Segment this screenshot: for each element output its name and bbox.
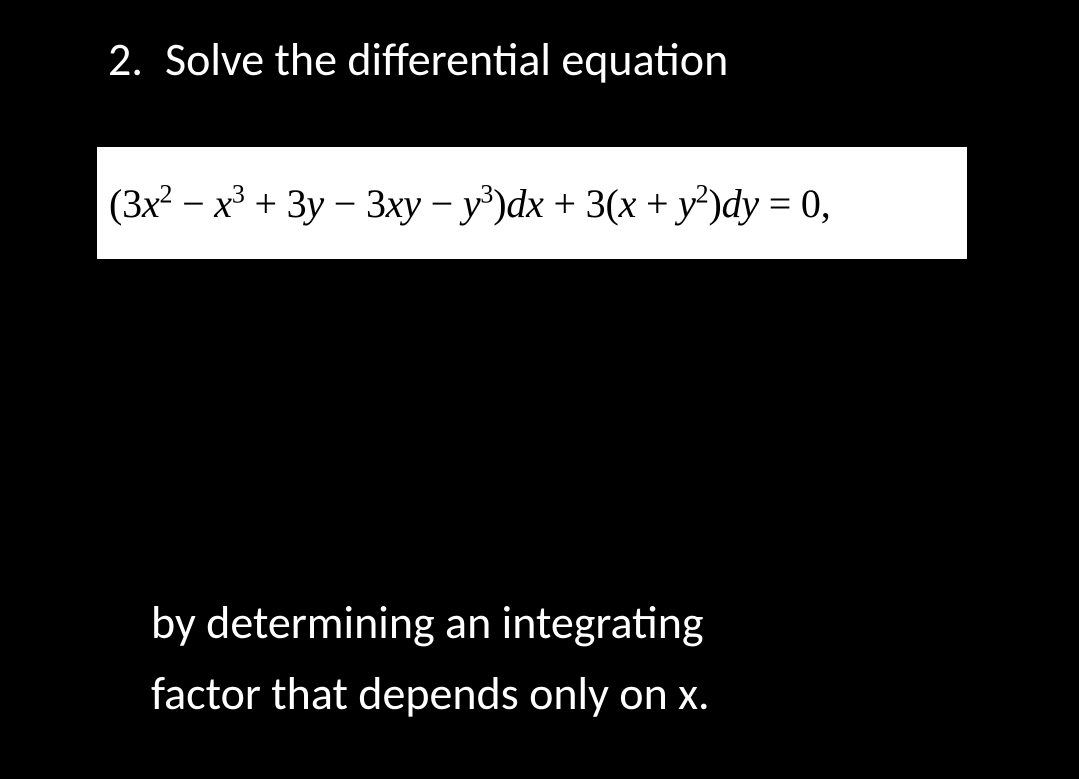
equation-text: (3x2 − x3 + 3y − 3xy − y3)dx + 3(x + y2)… (109, 180, 831, 227)
question-header: 2. Solve the differential equation (108, 32, 728, 88)
footer-line-1: by determining an integrating (151, 588, 710, 659)
equation-container: (3x2 − x3 + 3y − 3xy − y3)dx + 3(x + y2)… (97, 147, 967, 259)
footer-line-2: factor that depends only on x. (151, 659, 710, 730)
question-title: Solve the differential equation (165, 32, 728, 88)
question-number: 2. (108, 32, 143, 88)
question-footer: by determining an integrating factor tha… (151, 588, 710, 731)
